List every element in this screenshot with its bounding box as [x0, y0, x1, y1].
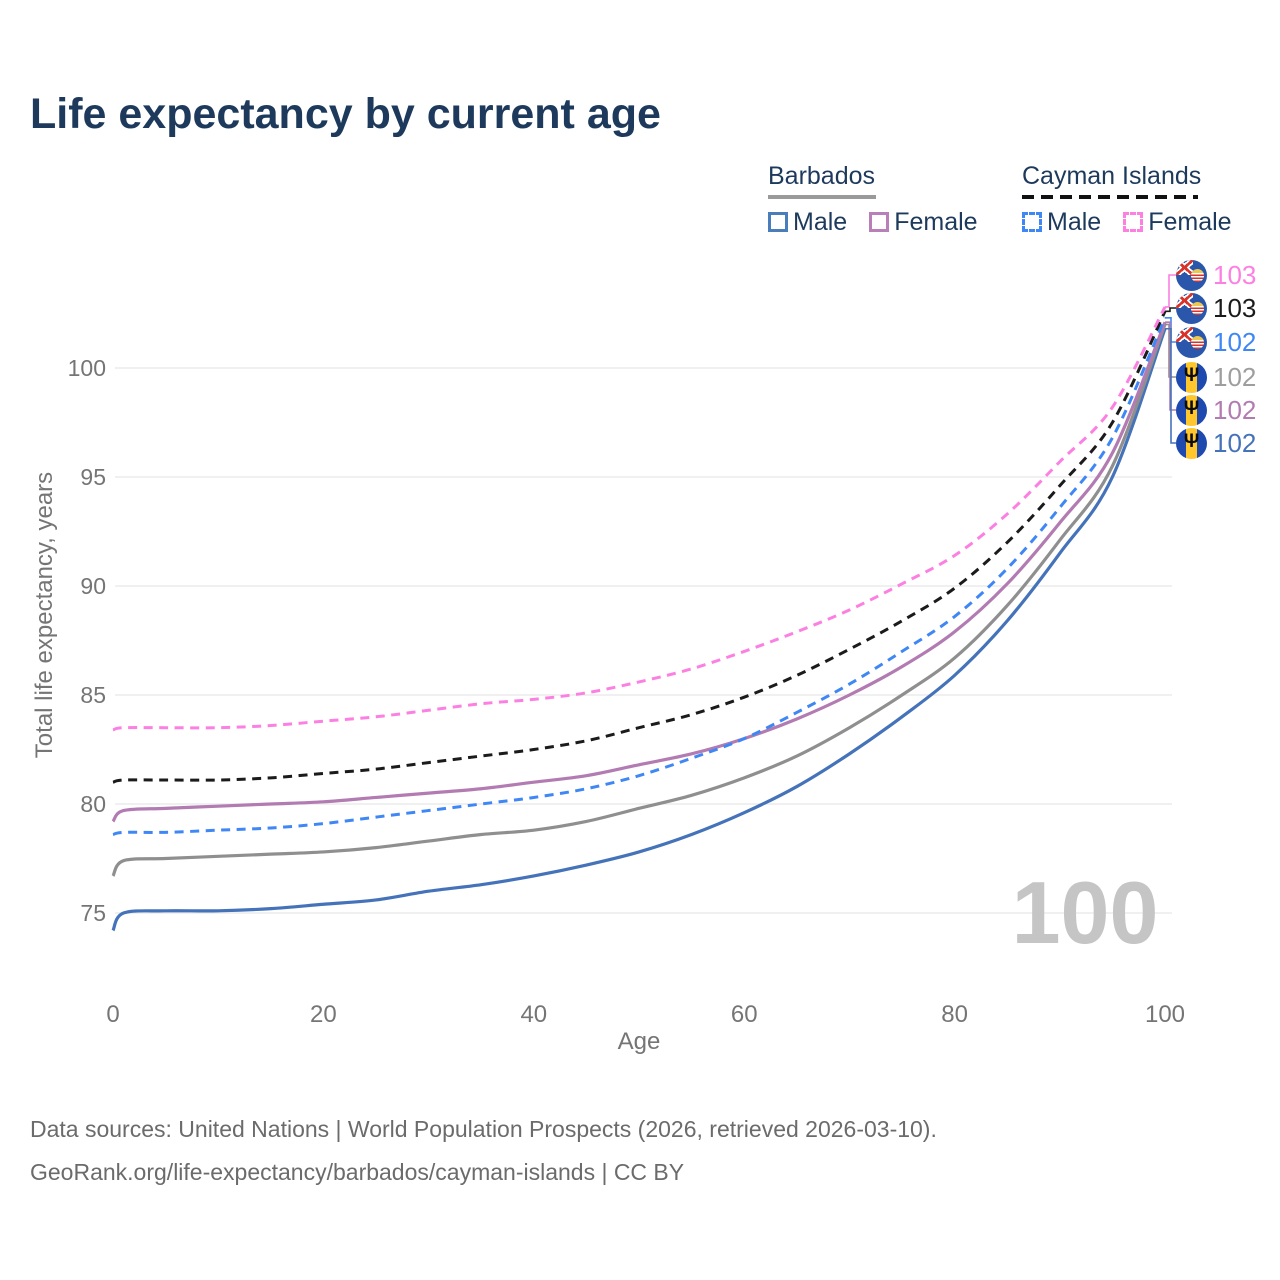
cayman-islands-flag-icon	[1176, 292, 1207, 324]
legend-item-barbados-male[interactable]: Male	[768, 208, 847, 237]
end-annotation-cayman-male: 102	[1176, 326, 1256, 358]
end-connector	[1165, 323, 1176, 378]
end-value-label: 103	[1213, 292, 1257, 323]
legend-underline-barbados	[768, 194, 876, 199]
legend-label: Female	[1148, 207, 1232, 236]
end-value-label: 102	[1213, 326, 1257, 357]
series-line-barbados-male[interactable]	[111, 328, 1167, 932]
page-title: Life expectancy by current age	[30, 90, 661, 138]
y-tick-label: 95	[80, 464, 106, 490]
end-value-label: 102	[1213, 427, 1257, 458]
footer-attribution: GeoRank.org/life-expectancy/barbados/cay…	[30, 1158, 685, 1185]
cayman-islands-flag-icon	[1176, 326, 1207, 358]
solid-purple-swatch-icon	[869, 212, 890, 232]
footer-data-sources: Data sources: United Nations | World Pop…	[30, 1116, 937, 1142]
series-line-cayman-islands-female[interactable]	[112, 306, 1167, 732]
series-line-cayman-islands-total[interactable]	[112, 310, 1167, 784]
footer: Data sources: United Nations | World Pop…	[30, 1108, 937, 1193]
barbados-flag-icon: Ψ	[1176, 361, 1207, 393]
y-tick-label: 100	[68, 355, 106, 381]
y-tick-label: 75	[80, 900, 106, 926]
x-tick-label: 40	[520, 1001, 547, 1028]
y-tick-label: 85	[80, 682, 106, 708]
dashed-blue-swatch-icon	[1022, 212, 1042, 232]
end-annotation-barbados-total: Ψ 102	[1176, 361, 1256, 393]
watermark-100: 100	[1012, 863, 1159, 962]
x-tick-label: 20	[310, 1001, 337, 1028]
legend-group-cayman-islands: Cayman Islands Male Female	[1022, 162, 1232, 237]
legend-underline-cayman-islands	[1022, 194, 1198, 199]
legend-item-cayman-female[interactable]: Female	[1123, 207, 1232, 237]
legend-item-barbados-female[interactable]: Female	[869, 207, 978, 237]
series-line-barbados-female[interactable]	[111, 321, 1167, 823]
end-annotation-cayman-female: 103	[1176, 259, 1256, 291]
y-tick-label: 80	[80, 791, 106, 817]
end-annotation-barbados-male: Ψ 102	[1176, 427, 1256, 459]
legend-label: Male	[1047, 207, 1102, 236]
legend-label: Male	[793, 207, 848, 236]
end-value-label: 103	[1213, 259, 1257, 290]
x-tick-label: 100	[1145, 1001, 1185, 1028]
series-line-barbados-total[interactable]	[111, 323, 1167, 877]
end-connector	[1165, 307, 1176, 313]
x-tick-label: 80	[941, 1001, 968, 1028]
legend-group-title-cayman-islands[interactable]: Cayman Islands	[1022, 162, 1202, 190]
legend-label: Female	[894, 207, 978, 236]
x-tick-label: 0	[106, 1001, 119, 1028]
cayman-islands-flag-icon	[1176, 259, 1207, 291]
barbados-flag-icon: Ψ	[1176, 394, 1207, 426]
legend-group-title-barbados[interactable]: Barbados	[768, 162, 876, 190]
end-connector	[1165, 327, 1176, 444]
end-value-label: 102	[1213, 394, 1257, 425]
end-annotation-barbados-female: Ψ 102	[1176, 394, 1256, 426]
barbados-flag-icon: Ψ	[1176, 427, 1207, 459]
end-value-label: 102	[1213, 361, 1257, 392]
dashed-pink-swatch-icon	[1123, 212, 1144, 232]
x-tick-label: 60	[731, 1001, 758, 1028]
end-annotation-cayman-total: 103	[1176, 292, 1256, 324]
legend-item-cayman-male[interactable]: Male	[1022, 208, 1101, 237]
end-connector	[1165, 321, 1176, 411]
y-tick-label: 90	[80, 573, 106, 599]
series-line-cayman-islands-male[interactable]	[112, 317, 1167, 836]
end-connector	[1165, 274, 1176, 308]
legend-group-barbados: Barbados Male Female	[768, 162, 978, 237]
solid-blue-swatch-icon	[768, 212, 788, 232]
x-axis-title: Age	[617, 1028, 661, 1055]
y-axis-title: Total life expectancy, years	[31, 471, 58, 759]
